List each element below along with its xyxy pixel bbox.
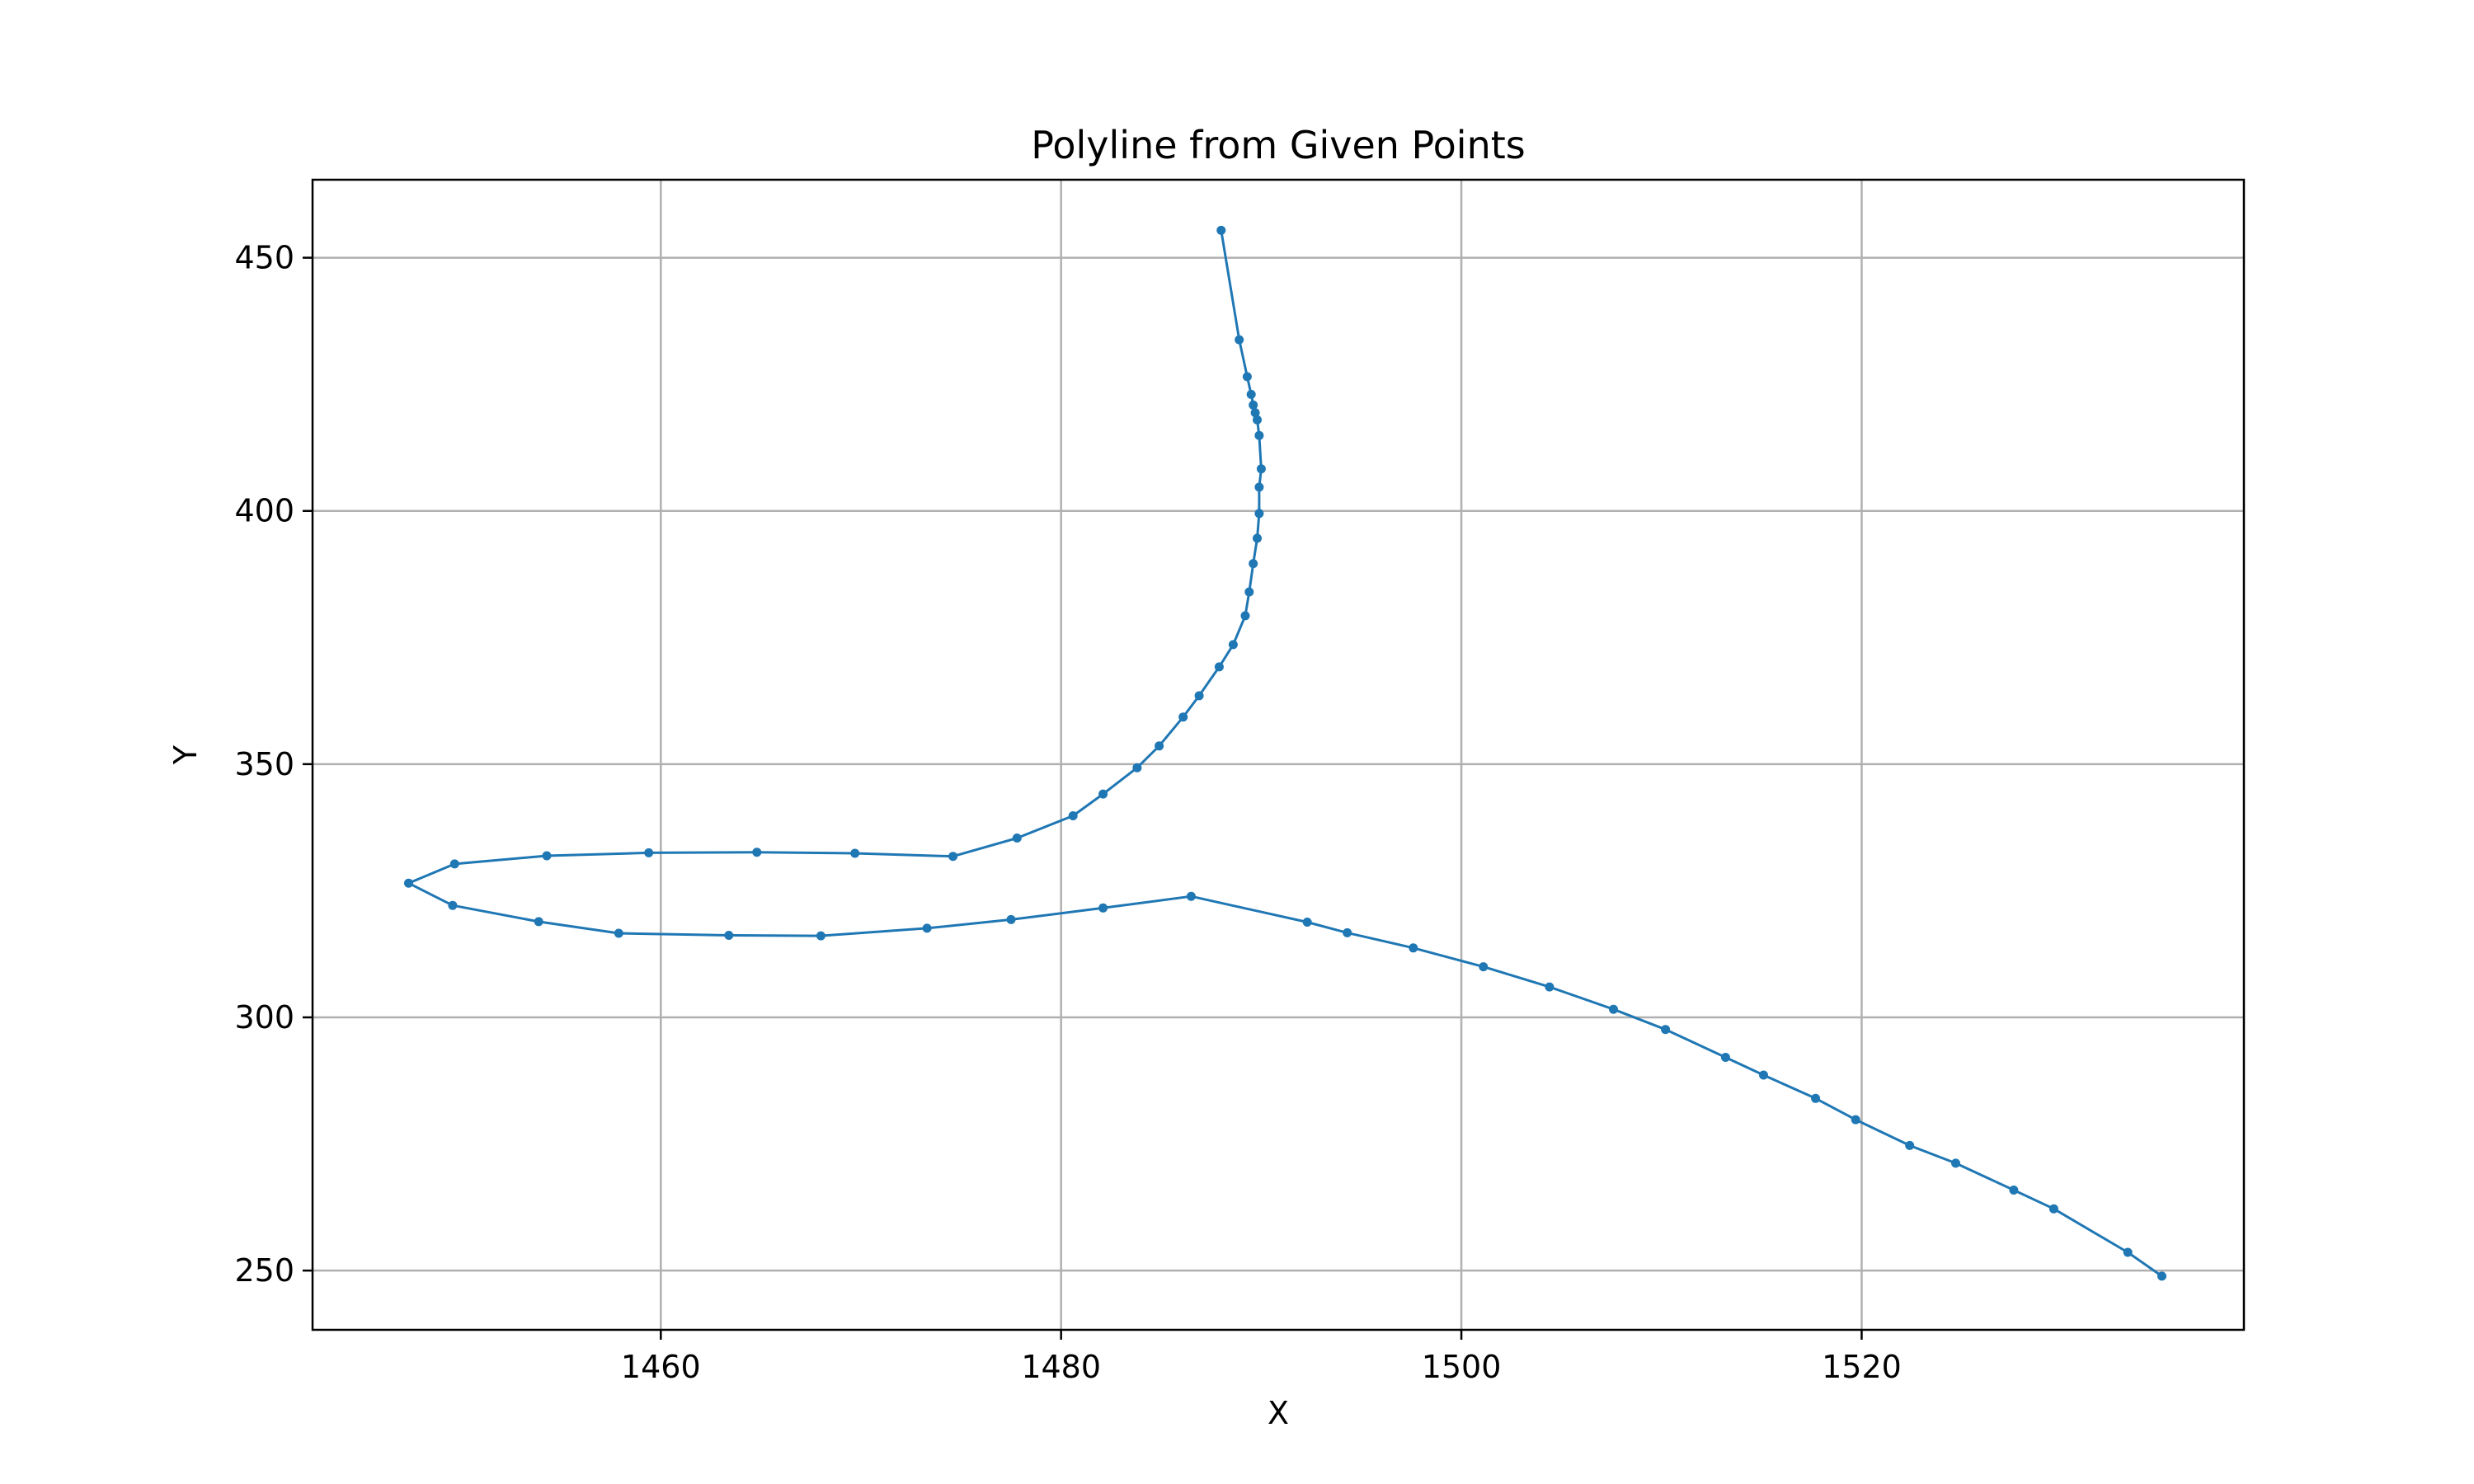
data-point: [1098, 903, 1108, 913]
data-point: [1098, 789, 1108, 799]
data-point: [1545, 982, 1554, 992]
data-point: [850, 848, 860, 858]
data-point: [2009, 1186, 2019, 1195]
y-axis: 250 300 350 400 450: [234, 240, 313, 1289]
grid: [313, 180, 2244, 1330]
data-point: [752, 848, 762, 857]
y-axis-label: Y: [167, 744, 204, 765]
data-point: [1343, 928, 1352, 937]
data-point: [1006, 914, 1016, 924]
data-point: [1479, 962, 1489, 972]
data-point: [1242, 372, 1252, 382]
data-point: [404, 878, 413, 888]
data-point: [1661, 1025, 1671, 1035]
data-point: [1851, 1115, 1860, 1125]
data-point: [1905, 1140, 1915, 1150]
data-point: [448, 900, 458, 910]
data-point: [1228, 640, 1238, 650]
data-point: [644, 848, 654, 857]
data-point: [1178, 712, 1188, 722]
x-tick-label: 1520: [1822, 1349, 1902, 1385]
data-point: [1254, 482, 1264, 492]
data-point: [1235, 335, 1244, 345]
data-point: [1246, 389, 1256, 399]
data-point: [2048, 1204, 2058, 1214]
data-point: [2157, 1271, 2166, 1281]
data-point: [1214, 662, 1224, 672]
y-tick-label: 300: [234, 999, 294, 1036]
data-point: [1249, 559, 1258, 569]
data-point: [1250, 408, 1260, 418]
y-tick-label: 250: [234, 1252, 294, 1289]
data-point: [1068, 811, 1078, 820]
data-point: [2123, 1247, 2133, 1257]
data-point: [1811, 1093, 1821, 1103]
x-axis: 1460 1480 1500 1520: [621, 1330, 1902, 1385]
x-tick-label: 1500: [1422, 1349, 1502, 1385]
data-point: [1302, 918, 1312, 927]
data-point: [1249, 400, 1258, 410]
data-point: [1194, 691, 1204, 701]
x-tick-label: 1480: [1021, 1349, 1101, 1385]
data-point: [922, 923, 932, 933]
y-tick-label: 400: [234, 493, 294, 529]
x-axis-label: X: [1268, 1395, 1289, 1431]
x-tick-label: 1460: [621, 1349, 701, 1385]
data-point: [1216, 225, 1226, 235]
series-layer: [404, 225, 2166, 1281]
data-point: [1256, 464, 1266, 474]
data-point: [1186, 891, 1196, 901]
data-point: [1132, 763, 1142, 773]
data-point: [1609, 1004, 1618, 1014]
data-point: [449, 859, 459, 869]
data-point: [1409, 943, 1418, 953]
data-point: [1012, 834, 1022, 843]
data-point: [542, 851, 552, 861]
data-point: [1253, 415, 1262, 425]
data-point: [1253, 533, 1262, 543]
data-point: [1155, 741, 1164, 751]
data-point: [1951, 1158, 1960, 1168]
data-point: [816, 931, 825, 941]
data-point: [1759, 1070, 1768, 1080]
chart-title: Polyline from Given Points: [1031, 123, 1525, 167]
data-point: [1244, 587, 1254, 597]
data-point: [1240, 611, 1250, 621]
data-point: [724, 931, 734, 940]
y-tick-label: 350: [234, 746, 294, 782]
data-point: [1254, 430, 1264, 440]
data-point: [534, 917, 543, 927]
plot-frame: [311, 178, 2246, 1331]
data-point: [1254, 509, 1264, 519]
data-point: [1720, 1053, 1730, 1062]
data-point: [614, 928, 623, 938]
y-tick-label: 450: [234, 240, 294, 276]
data-point: [948, 852, 958, 862]
